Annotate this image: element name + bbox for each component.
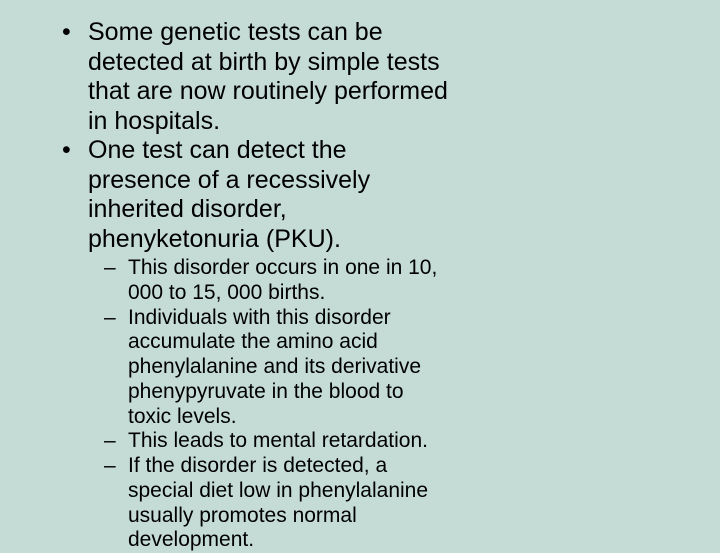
sub-bullet-text: If the disorder is detected, a special d…: [128, 454, 428, 551]
dash-marker-icon: –: [104, 429, 116, 454]
dash-marker-icon: –: [104, 256, 116, 281]
sub-bullet-list: – This disorder occurs in one in 10, 000…: [88, 256, 680, 553]
sub-bullet-item: – This disorder occurs in one in 10, 000…: [88, 256, 448, 306]
sub-bullet-text: Individuals with this disorder accumulat…: [128, 306, 421, 428]
bullet-text: One test can detect the presence of a re…: [88, 136, 370, 253]
sub-bullet-item: – Individuals with this disorder accumul…: [88, 306, 448, 430]
bullet-item: • One test can detect the presence of a …: [40, 136, 450, 254]
sub-bullet-item: – This leads to mental retardation.: [88, 429, 448, 454]
bullet-marker-icon: •: [62, 18, 71, 48]
sub-bullet-item: – If the disorder is detected, a special…: [88, 454, 448, 553]
dash-marker-icon: –: [104, 306, 116, 331]
sub-bullet-text: This leads to mental retardation.: [128, 429, 428, 452]
main-bullet-list: • Some genetic tests can be detected at …: [40, 18, 680, 254]
bullet-marker-icon: •: [62, 136, 71, 166]
bullet-text: Some genetic tests can be detected at bi…: [88, 18, 448, 135]
sub-bullet-text: This disorder occurs in one in 10, 000 t…: [128, 256, 437, 304]
bullet-item: • Some genetic tests can be detected at …: [40, 18, 450, 136]
dash-marker-icon: –: [104, 454, 116, 479]
